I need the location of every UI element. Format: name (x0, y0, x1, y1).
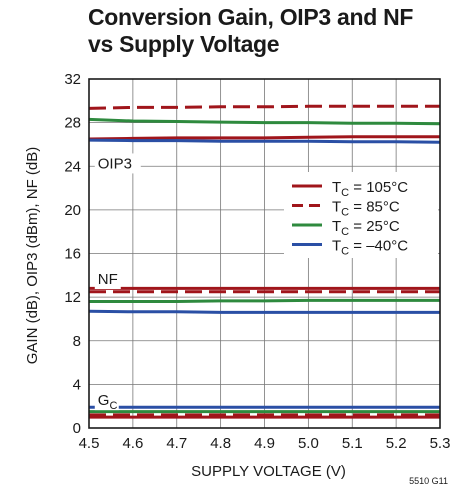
x-tick-label: 4.6 (122, 435, 143, 452)
annotation-nf: NF (98, 271, 118, 288)
series-line-oip3-m40c (88, 138, 441, 144)
series-line-oip3-25c (88, 117, 441, 126)
y-tick-label: 28 (64, 115, 81, 132)
annotation-background (94, 390, 119, 411)
y-axis-label: GAIN (dB), OIP3 (dBm), NF (dB) (24, 147, 41, 365)
y-tick-label: 12 (64, 289, 81, 306)
annotations: OIP3 NF GC (94, 153, 141, 412)
series-line-nf-25c (89, 298, 440, 303)
x-tick-label: 4.8 (210, 435, 231, 452)
x-tick-label: 5.1 (342, 435, 363, 452)
y-tick-label: 32 (64, 71, 81, 88)
annotation-g: GC (98, 392, 118, 412)
y-tick-label: 0 (73, 420, 81, 437)
x-tick-label: 5.2 (386, 435, 407, 452)
x-axis-label: SUPPLY VOLTAGE (V) (191, 463, 346, 480)
plot-lines (88, 104, 441, 419)
plot-frame (88, 78, 441, 429)
legend-entry: TC = 25°C (332, 218, 400, 238)
annotation-oip3: OIP3 (98, 155, 132, 172)
y-tick-label: 20 (64, 202, 81, 219)
chart-title-line-2: vs Supply Voltage (88, 31, 280, 57)
tick-labels: 4.5 4.6 4.7 4.8 4.9 5.0 5.1 5.2 5.3 0 4 8 12 16 20 24 28… (64, 71, 450, 452)
y-tick-label: 24 (64, 158, 81, 175)
chart-title: Conversion Gain, OIP3 and NF vs Supply V… (88, 4, 413, 58)
legend-entry: TC = –40°C (332, 238, 408, 258)
series-line-oip3-85c (88, 104, 440, 110)
y-tick-label: 16 (64, 246, 81, 263)
x-tick-label: 4.5 (79, 435, 100, 452)
legend-entry: TC = 85°C (332, 199, 400, 219)
chart-title-line-1: Conversion Gain, OIP3 and NF (88, 4, 414, 30)
x-tick-label: 5.3 (430, 435, 451, 452)
annotation-background (94, 269, 121, 290)
x-tick-label: 4.7 (166, 435, 187, 452)
series-line-nf-m40c (88, 309, 440, 314)
x-tick-label: 4.9 (254, 435, 275, 452)
annotation-background (94, 153, 141, 174)
figure-code: 5510 G11 (409, 476, 448, 486)
y-tick-label: 4 (73, 376, 81, 393)
legend: TC = 105°CTC = 85°CTC = 25°CTC = –40°C (284, 172, 438, 258)
series-line-oip3-105c (88, 135, 440, 141)
legend-entry: TC = 105°C (332, 179, 408, 199)
x-tick-label: 5.0 (298, 435, 319, 452)
y-tick-label: 8 (73, 333, 81, 350)
